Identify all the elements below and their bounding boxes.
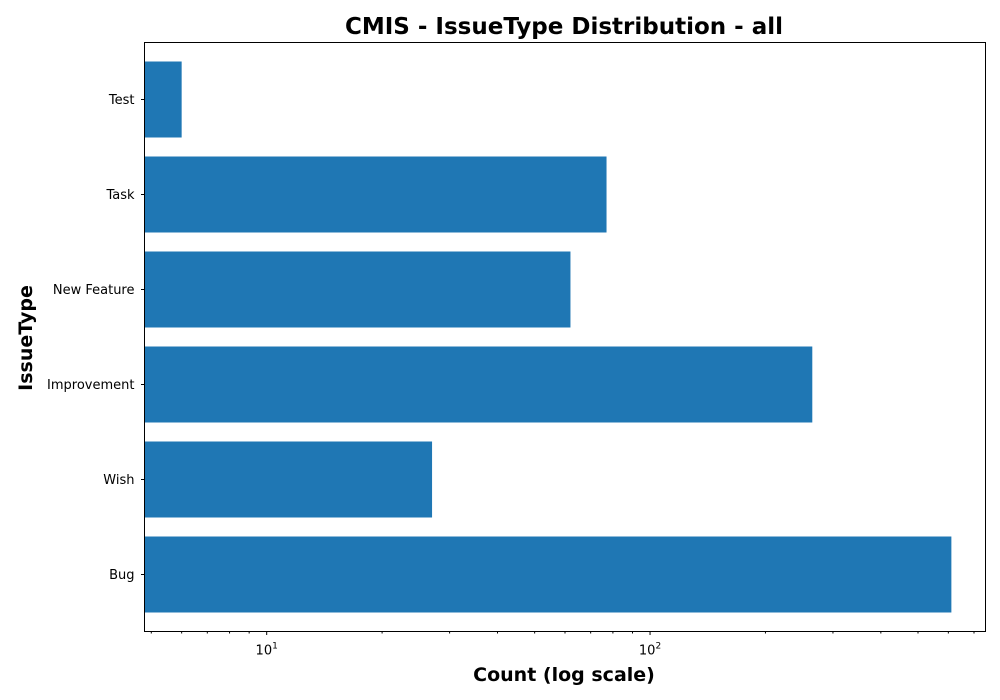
bar-task xyxy=(144,156,607,233)
y-tick-label-bug: Bug xyxy=(109,568,134,583)
x-axis-label: Count (log scale) xyxy=(473,664,655,686)
x-tick-label-10: 101 xyxy=(256,642,278,659)
y-tick-label-test: Test xyxy=(108,93,135,108)
bar-wish xyxy=(144,441,433,518)
y-tick-label-improvement: Improvement xyxy=(47,378,134,393)
y-tick-label-new-feature: New Feature xyxy=(53,283,135,298)
plot-frame xyxy=(144,42,986,632)
bar-test xyxy=(144,61,182,138)
y-axis-label: IssueType xyxy=(15,285,37,391)
ticks-layer: Bug Wish Improvement New Feature Task Test 101… xyxy=(47,93,975,659)
chart-title: CMIS - IssueType Distribution - all xyxy=(345,14,783,40)
bar-improvement xyxy=(144,346,813,423)
bars-layer xyxy=(144,61,952,613)
x-tick-label-100: 102 xyxy=(639,642,661,659)
y-tick-label-wish: Wish xyxy=(103,473,134,488)
bar-new-feature xyxy=(144,251,571,328)
bar-bug xyxy=(144,536,952,613)
y-tick-label-task: Task xyxy=(105,188,135,203)
